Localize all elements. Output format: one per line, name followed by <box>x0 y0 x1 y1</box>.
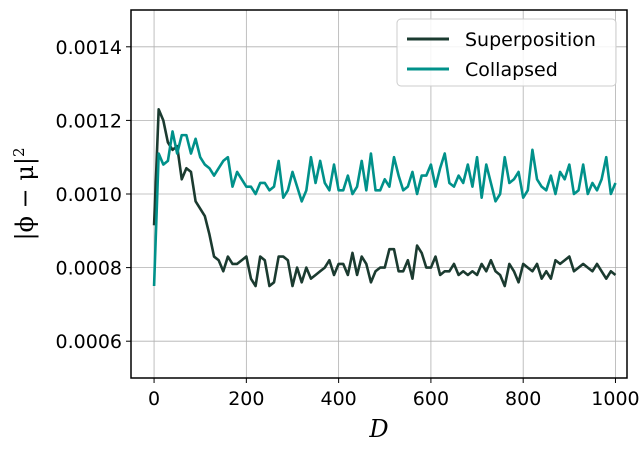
x-tick-label: 1000 <box>591 388 639 410</box>
y-axis-label-exponent: 2 <box>10 147 28 157</box>
series-line-superposition <box>152 108 617 288</box>
series-lines <box>152 108 617 288</box>
series-line-collapsed <box>152 130 617 287</box>
legend-box <box>396 18 617 87</box>
y-tick-label: 0.0006 <box>56 331 122 353</box>
legend-label-collapsed: Collapsed <box>465 59 558 81</box>
x-tick-label: 800 <box>505 388 541 410</box>
legend-label-superposition: Superposition <box>465 29 596 51</box>
y-tick-label: 0.0008 <box>56 258 122 280</box>
y-axis-label-main: |ϕ − μ| <box>11 157 40 241</box>
x-tick-label: 0 <box>148 388 160 410</box>
x-tick-label: 400 <box>320 388 356 410</box>
x-axis-label: D <box>368 415 388 443</box>
x-tick-label: 600 <box>413 388 449 410</box>
y-axis-label: |ϕ − μ|2 <box>10 147 40 240</box>
legend: Superposition Collapsed <box>396 18 617 87</box>
y-tick-label: 0.0014 <box>56 37 122 59</box>
y-tick-label: 0.0010 <box>56 184 122 206</box>
axis-ticks: 0 200 400 600 800 1000 0.0006 0.0008 0.0010 0.001… <box>56 37 640 410</box>
x-tick-label: 200 <box>228 388 264 410</box>
y-tick-label: 0.0012 <box>56 110 122 132</box>
